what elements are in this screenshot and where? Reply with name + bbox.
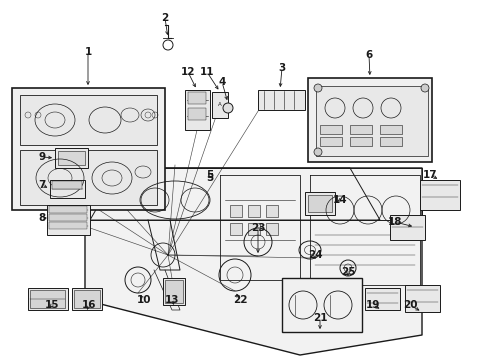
Text: 9: 9 — [38, 152, 45, 162]
Bar — [49, 206, 87, 213]
Bar — [316, 86, 427, 156]
Bar — [28, 288, 68, 310]
Bar — [379, 125, 401, 134]
Bar — [50, 180, 85, 198]
Text: 25: 25 — [340, 267, 354, 277]
Circle shape — [223, 103, 232, 113]
Text: 12: 12 — [181, 67, 195, 77]
Text: 4: 4 — [218, 77, 225, 87]
Bar — [49, 222, 87, 229]
Text: 18: 18 — [387, 217, 401, 227]
Bar — [257, 90, 304, 110]
Bar — [20, 150, 157, 205]
Text: 14: 14 — [332, 195, 347, 205]
Bar — [389, 215, 424, 240]
Bar — [58, 151, 85, 165]
Bar — [188, 92, 206, 104]
Bar — [247, 223, 259, 235]
Text: 10: 10 — [136, 295, 151, 305]
Text: 16: 16 — [82, 300, 96, 310]
Bar — [163, 278, 184, 305]
Bar — [74, 290, 100, 308]
Text: 20: 20 — [402, 300, 416, 310]
Text: 7: 7 — [38, 180, 45, 190]
Bar — [404, 285, 439, 312]
Bar — [364, 288, 399, 310]
Bar — [212, 92, 227, 118]
Text: 5: 5 — [206, 170, 213, 180]
Circle shape — [313, 84, 321, 92]
Text: 6: 6 — [364, 50, 372, 60]
Text: 13: 13 — [165, 295, 179, 305]
Text: 24: 24 — [307, 250, 322, 260]
Text: 1: 1 — [84, 47, 91, 57]
Text: 17: 17 — [422, 170, 437, 180]
Text: 5: 5 — [206, 173, 213, 183]
Bar — [229, 205, 242, 217]
Text: 22: 22 — [232, 295, 247, 305]
Bar — [265, 223, 277, 235]
Text: 3: 3 — [278, 63, 285, 73]
Bar — [307, 195, 332, 212]
Text: 19: 19 — [365, 300, 379, 310]
Bar — [319, 125, 341, 134]
Circle shape — [420, 84, 428, 92]
Bar — [419, 180, 459, 210]
Bar — [184, 90, 210, 130]
Bar — [12, 88, 165, 210]
Circle shape — [313, 148, 321, 156]
Polygon shape — [85, 168, 421, 355]
Bar — [247, 205, 259, 217]
Bar — [281, 278, 361, 332]
Bar — [49, 214, 87, 221]
Bar — [349, 137, 371, 146]
Text: 11: 11 — [199, 67, 214, 77]
Bar — [30, 290, 65, 308]
Bar — [379, 137, 401, 146]
Text: 15: 15 — [45, 300, 59, 310]
Bar — [265, 205, 277, 217]
Bar — [20, 95, 157, 145]
Bar — [307, 78, 431, 162]
Bar — [304, 192, 334, 215]
Bar — [319, 137, 341, 146]
Text: 2: 2 — [161, 13, 168, 23]
Bar — [55, 148, 88, 168]
Bar — [188, 108, 206, 120]
Text: A: A — [218, 102, 221, 107]
Bar — [52, 181, 82, 189]
Bar — [72, 288, 102, 310]
Bar — [47, 205, 90, 235]
Bar — [165, 280, 182, 303]
Bar — [229, 223, 242, 235]
Bar — [349, 125, 371, 134]
Text: 21: 21 — [312, 313, 327, 323]
Text: 23: 23 — [250, 223, 265, 233]
Text: 8: 8 — [38, 213, 45, 223]
